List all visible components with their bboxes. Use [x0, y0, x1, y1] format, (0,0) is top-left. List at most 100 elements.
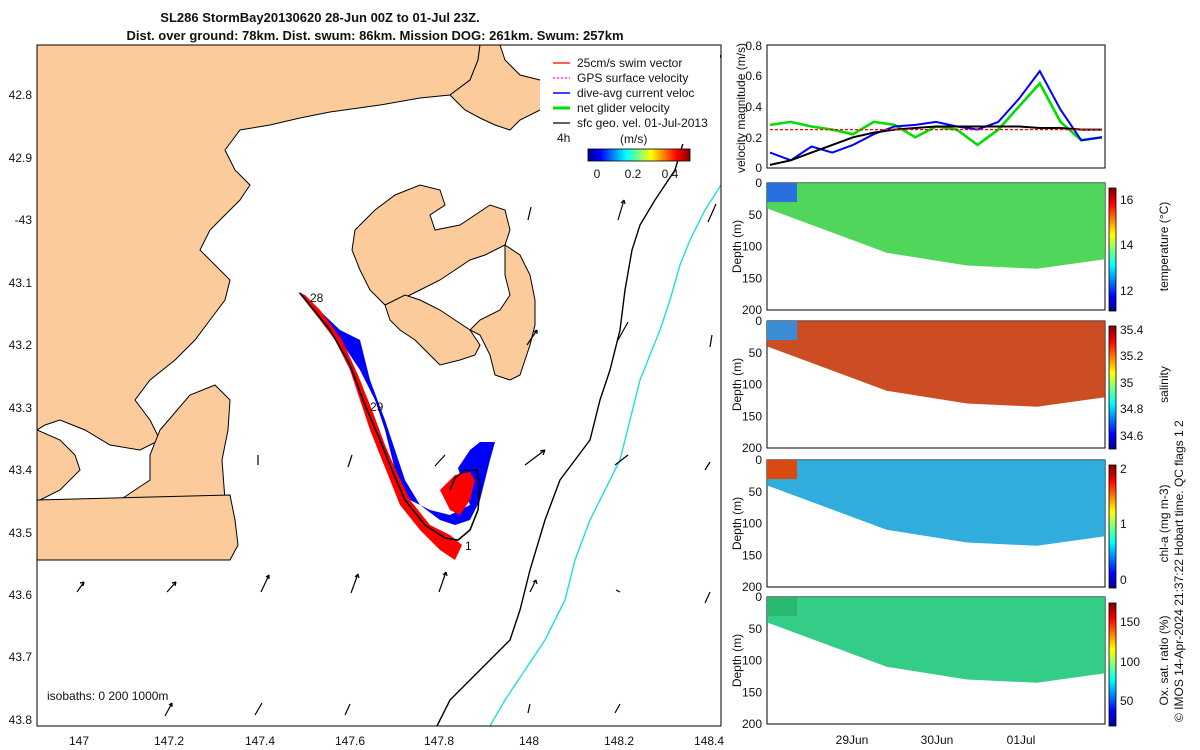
map-colorbar — [587, 148, 691, 162]
land-sw-block — [37, 494, 239, 561]
time-tick-2: 01Jul — [1007, 733, 1036, 747]
section-2-cbar-tick-0: 2 — [1120, 462, 1127, 476]
section-1-ytick-3: 150 — [742, 409, 762, 423]
section-0-ytick-3: 150 — [742, 271, 762, 285]
map-ytick-4: 43.2 — [9, 338, 33, 352]
section-2-cbar-tick-1: 1 — [1120, 517, 1127, 531]
map-panel: 28 29 1 — [9, 44, 724, 748]
section-1-ytick-0: 0 — [755, 314, 762, 328]
map-xtick-5: 148 — [519, 734, 539, 748]
land-west — [37, 45, 481, 451]
legend-dive-avg: dive-avg current veloc — [577, 86, 694, 100]
section-colorbar-2 — [1108, 464, 1117, 589]
section-2-ytick-0: 0 — [755, 453, 762, 467]
section-ylabel-2: Depth (m) — [730, 497, 744, 550]
map-y-axis: 42.8 42.9 -43 43.1 43.2 43.3 43.4 43.5 4… — [9, 88, 33, 727]
velocity-ylabel: velocity magnitude (m/s) — [734, 43, 748, 173]
section-field-3 — [767, 597, 1105, 683]
section-1-cbar-tick-4: 34.6 — [1120, 429, 1144, 443]
section-surface-patch-1 — [767, 321, 797, 341]
map-ytick-1: 42.9 — [9, 151, 33, 165]
velocity-panel: velocity magnitude (m/s) 0 0.2 0.4 0.6 0… — [734, 39, 1106, 175]
section-1-cbar-tick-1: 35.2 — [1120, 349, 1144, 363]
map-xtick-4: 147.8 — [424, 734, 454, 748]
land-eastern-block — [469, 244, 536, 381]
section-panel-0: Depth (m) 0 50 100 150 200 16 14 12 temperature (… — [730, 176, 1171, 317]
map-ytick-9: 43.7 — [9, 650, 33, 664]
map-ytick-10: 43.8 — [9, 713, 33, 727]
section-3-ytick-1: 50 — [749, 622, 763, 636]
velocity-series-1 — [769, 69, 1103, 162]
map-xtick-6: 148.2 — [604, 734, 634, 748]
map-colorbar-label: (m/s) — [620, 132, 647, 146]
legend-net-glider: net glider velocity — [577, 101, 670, 115]
time-tick-1: 30Jun — [921, 733, 954, 747]
title-line-2: Dist. over ground: 78km. Dist. swum: 86k… — [126, 28, 623, 43]
isobath-1000 — [489, 184, 721, 726]
section-1-cbar-tick-3: 34.8 — [1120, 402, 1144, 416]
section-panel-1: Depth (m) 0 50 100 150 200 35.4 35.2 35 34.8 34.6 s… — [730, 314, 1171, 455]
section-0-ytick-0: 0 — [755, 176, 762, 190]
section-3-ytick-0: 0 — [755, 590, 762, 604]
track-red-loop — [440, 472, 475, 515]
section-0-cbar-tick-2: 12 — [1120, 284, 1134, 298]
section-1-ytick-4: 200 — [742, 441, 762, 455]
legend-swim: 25cm/s swim vector — [577, 56, 682, 70]
map-x-axis: 147 147.2 147.4 147.6 147.8 148 148.2 14… — [69, 734, 724, 748]
map-legend: 25cm/s swim vector GPS surface velocity … — [540, 52, 720, 181]
section-0-cbar-tick-0: 16 — [1120, 193, 1134, 207]
vel-ytick-3: 0.6 — [745, 69, 762, 83]
map-xtick-3: 147.6 — [335, 734, 365, 748]
section-0-ytick-4: 200 — [742, 303, 762, 317]
section-0-ytick-1: 50 — [749, 208, 763, 222]
legend-gps: GPS surface velocity — [577, 71, 688, 85]
section-3-ytick-3: 150 — [742, 685, 762, 699]
map-ytick-5: 43.3 — [9, 401, 33, 415]
section-3-cbar-tick-2: 50 — [1120, 694, 1134, 708]
section-panel-3: Depth (m) 0 50 100 150 200 150 100 50 Ox. sat. ra… — [730, 590, 1171, 731]
section-ylabel-0: Depth (m) — [730, 220, 744, 273]
velocity-series-2 — [769, 125, 1102, 166]
section-cbar-label-0: temperature (°C) — [1157, 202, 1171, 292]
isobaths-note: isobaths: 0 200 1000m — [47, 689, 168, 703]
track-label-1: 1 — [465, 539, 472, 553]
vel-ytick-1: 0.2 — [745, 131, 762, 145]
map-ytick-0: 42.8 — [9, 88, 33, 102]
vel-ytick-4: 0.8 — [745, 39, 762, 53]
section-panel-2: Depth (m) 0 50 100 150 200 2 1 0 chl-a (mg m-3) — [730, 453, 1171, 594]
section-2-ytick-3: 150 — [742, 548, 762, 562]
copyright-note: © IMOS 14-Apr-2024 21:37:22 Hobart time.… — [1172, 420, 1186, 722]
legend-4h: 4h — [557, 131, 570, 145]
section-0-cbar-tick-1: 14 — [1120, 238, 1134, 252]
map-xtick-1: 147.2 — [154, 734, 184, 748]
section-field-2 — [767, 460, 1105, 546]
section-surface-patch-0 — [767, 183, 797, 203]
land-tasman-peninsula — [384, 294, 481, 366]
section-2-cbar-tick-2: 0 — [1120, 573, 1127, 587]
section-colorbar-3 — [1108, 602, 1117, 727]
map-ytick-3: 43.1 — [9, 276, 33, 290]
section-colorbar-0 — [1108, 187, 1117, 312]
section-surface-patch-2 — [767, 460, 797, 480]
section-1-ytick-1: 50 — [749, 346, 763, 360]
section-field-0 — [767, 183, 1105, 269]
section-surface-patch-3 — [767, 597, 797, 617]
map-ytick-7: 43.5 — [9, 526, 33, 540]
section-2-ytick-4: 200 — [742, 580, 762, 594]
map-ytick-8: 43.6 — [9, 588, 33, 602]
title-line-1: SL286 StormBay20130620 28-Jun 00Z to 01-… — [160, 10, 479, 25]
section-1-cbar-tick-0: 35.4 — [1120, 323, 1144, 337]
map-xtick-7: 148.4 — [694, 734, 724, 748]
track-red-band — [298, 292, 462, 560]
vel-ytick-2: 0.4 — [745, 100, 762, 114]
section-3-cbar-tick-1: 100 — [1120, 655, 1140, 669]
isobath-200 — [436, 54, 721, 726]
geo-velocity-arrows — [76, 199, 717, 717]
section-1-cbar-tick-2: 35 — [1120, 376, 1134, 390]
track-label-28: 28 — [310, 291, 324, 305]
glider-track — [299, 292, 481, 541]
section-colorbar-1 — [1108, 325, 1117, 450]
vel-ytick-0: 0 — [755, 161, 762, 175]
section-ylabel-3: Depth (m) — [730, 634, 744, 687]
